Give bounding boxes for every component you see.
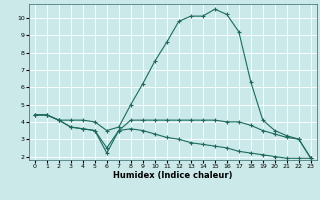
X-axis label: Humidex (Indice chaleur): Humidex (Indice chaleur) bbox=[113, 171, 233, 180]
